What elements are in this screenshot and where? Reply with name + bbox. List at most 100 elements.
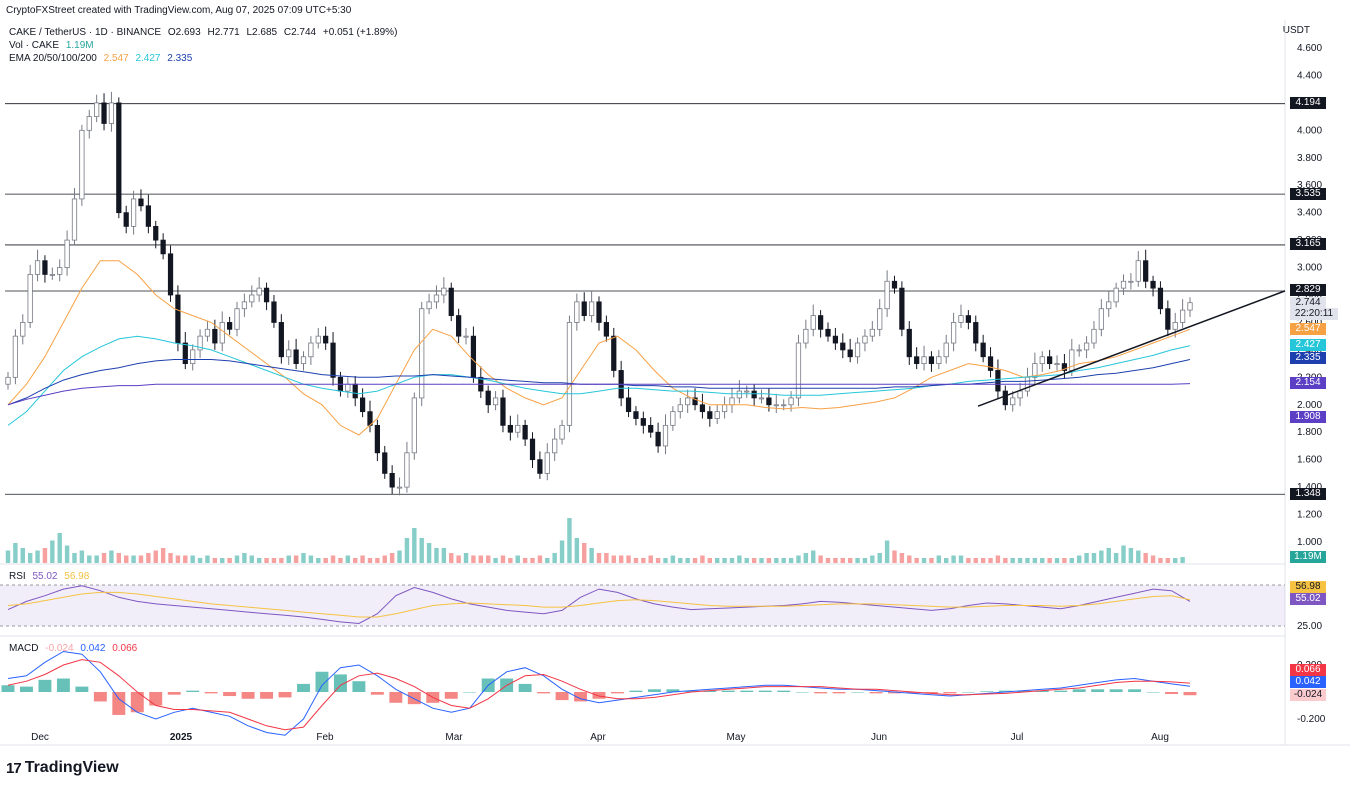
candle-body	[204, 328, 211, 337]
volume-bar	[242, 553, 247, 563]
volume-bar	[293, 555, 299, 563]
candle-body	[1135, 260, 1141, 282]
macd-hist-badge: -0.024	[1290, 689, 1326, 701]
ema-label[interactable]: EMA 20/50/100/200	[9, 53, 97, 64]
candle-body	[419, 308, 425, 399]
volume-bar	[759, 558, 764, 563]
candle-body	[714, 411, 720, 419]
macd-histogram-bar	[555, 692, 569, 701]
volume-bar	[360, 555, 365, 563]
volume-bar	[899, 553, 905, 563]
macd-histogram-bar	[611, 692, 624, 694]
candle-body	[101, 102, 107, 124]
volume-bar	[72, 553, 77, 563]
macd-histogram-bar	[149, 692, 163, 706]
candle-body	[227, 322, 233, 330]
candle-body	[219, 322, 225, 344]
volume-bar	[582, 543, 587, 563]
candle-body	[758, 397, 765, 400]
volume-bar	[109, 550, 114, 563]
candle-body	[382, 452, 388, 474]
candle-body	[958, 315, 964, 323]
volume-bar	[921, 558, 927, 563]
rsi_ma-line	[7, 591, 1191, 618]
candle-body	[818, 315, 824, 330]
candle-body	[374, 424, 380, 454]
volume-bar	[744, 558, 749, 563]
resistance-3165-badge: 3.165	[1290, 238, 1326, 250]
macd-label[interactable]: MACD	[9, 643, 39, 654]
volume-bar	[183, 555, 188, 563]
macd-histogram-bar	[260, 692, 274, 699]
volume-label[interactable]: Vol · CAKE	[9, 40, 60, 51]
macd-histogram-bar	[888, 692, 901, 694]
macd-histogram-bar	[463, 692, 477, 693]
candle-body	[795, 342, 802, 399]
volume-bar	[522, 558, 528, 563]
volume-bar	[397, 550, 402, 563]
candle-body	[153, 225, 159, 241]
candle-body	[670, 411, 676, 426]
volume-bar	[64, 545, 70, 563]
macd-histogram-bar	[1072, 689, 1086, 692]
rsi-label[interactable]: RSI	[9, 571, 26, 582]
macd-histogram-bar	[223, 692, 237, 697]
candle-body	[293, 349, 299, 365]
volume-bar	[722, 558, 727, 563]
volume-bar	[308, 555, 314, 563]
macd-histogram-bar	[721, 690, 735, 692]
candle-body	[1187, 302, 1193, 311]
macd-hist-value: -0.024	[45, 643, 74, 654]
volume-bar	[168, 553, 173, 563]
candle-body	[662, 424, 669, 447]
candle-body	[544, 452, 550, 474]
macd-histogram-bar	[56, 678, 70, 692]
volume-bar	[234, 555, 240, 563]
volume-bar	[1076, 555, 1082, 563]
macd-signal-badge: 0.066	[1290, 664, 1326, 676]
candle-body	[877, 308, 883, 330]
volume-bar	[618, 555, 624, 563]
rsi-tick-label: 25.00	[1297, 621, 1322, 632]
chart-credit: CryptoFXStreet created with TradingView.…	[6, 5, 352, 16]
candle-body	[729, 397, 735, 406]
time-axis-label: 2025	[170, 732, 193, 743]
candle-body	[1017, 390, 1023, 399]
candle-body	[116, 102, 122, 214]
macd-histogram-bar	[740, 690, 754, 692]
macd-histogram-bar	[112, 692, 126, 715]
tradingview-logo[interactable]: 17 TradingView	[6, 759, 119, 777]
volume-bar	[1084, 553, 1089, 563]
volume-bar	[870, 555, 875, 563]
volume-bar	[559, 540, 565, 563]
volume-bar	[153, 550, 158, 563]
volume-bar	[988, 558, 993, 563]
symbol-line[interactable]: CAKE / TetherUS · 1D · BINANCE	[9, 27, 162, 38]
volume-bar	[973, 558, 978, 563]
resistance-3535-badge: 3.535	[1290, 188, 1326, 200]
price-tick-label: 4.400	[1297, 70, 1322, 81]
volume-bar	[774, 558, 779, 563]
candle-body	[359, 397, 366, 413]
candle-body	[470, 335, 477, 378]
volume-bar	[633, 558, 639, 563]
candle-body	[345, 383, 351, 392]
volume-bar	[692, 558, 698, 563]
price-axis-unit[interactable]: USDT	[1282, 25, 1310, 36]
macd-histogram-bar	[241, 692, 255, 699]
macd-histogram-bar	[278, 692, 292, 698]
volume-bar	[951, 555, 956, 563]
tradingview-logo-icon: 17	[6, 759, 22, 777]
volume-bar	[840, 558, 846, 563]
candle-body	[751, 390, 757, 399]
volume-bar	[1069, 558, 1075, 563]
volume-bar	[456, 555, 461, 563]
candle-body	[234, 308, 240, 330]
candle-body	[995, 370, 1001, 392]
volume-bar	[611, 555, 616, 563]
candle-body	[980, 342, 986, 358]
candle-body	[906, 328, 912, 358]
candle-body	[123, 212, 129, 227]
price-tick-label: 2.000	[1297, 400, 1322, 411]
